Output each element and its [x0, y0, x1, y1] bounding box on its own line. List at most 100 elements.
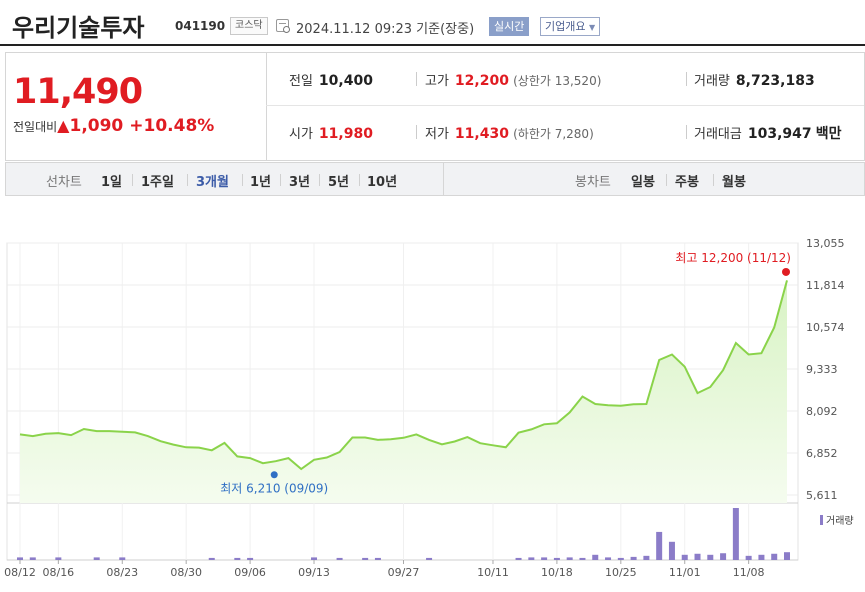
volume-bar — [362, 557, 369, 560]
volume-bar — [694, 553, 701, 560]
chart-tabs: 선차트 1일 1주일 3개월 1년 3년 5년 10년 봉차트 일봉 주봉 월봉 — [5, 162, 865, 196]
change-label: 전일대비 — [13, 120, 58, 134]
volume-bar — [656, 531, 663, 560]
x-tick-label: 08/30 — [170, 566, 202, 579]
volume-bar — [553, 557, 560, 560]
x-tick-label: 10/11 — [477, 566, 509, 579]
volume-bar — [668, 541, 675, 560]
y-tick-label: 9,333 — [806, 363, 838, 376]
x-tick-label: 10/18 — [541, 566, 573, 579]
volume-bar — [579, 557, 586, 560]
volume-bar — [771, 553, 778, 560]
high-price: 고가 12,200 (상한가 13,520) — [425, 73, 602, 89]
volume-bar — [29, 557, 36, 560]
max-price-marker — [782, 267, 790, 276]
volume-bar — [374, 557, 381, 560]
volume-bar — [681, 554, 688, 560]
candle-chart-label: 봉차트 — [575, 175, 611, 190]
lower-limit: (하한가 7,280) — [513, 127, 594, 141]
y-tick-label: 10,574 — [806, 321, 845, 334]
quote-panel: 11,490 전일대비▲1,090 +10.48% 전일 10,400 고가 12,2… — [5, 52, 865, 161]
volume-bar — [784, 552, 790, 560]
tab-period-1d[interactable]: 1일 — [101, 175, 123, 190]
calendar-clock-icon — [276, 19, 290, 33]
line-chart-label: 선차트 — [46, 175, 82, 190]
price-area — [20, 280, 787, 503]
volume-bar — [528, 557, 535, 560]
stock-header: 우리기술투자 041190 코스닥 2024.11.12 09:23 기준(장중… — [0, 0, 865, 46]
volume-bar — [119, 557, 126, 560]
max-price-label: 최고 12,200 (11/12) — [675, 251, 791, 265]
x-tick-label: 11/08 — [733, 566, 765, 579]
y-tick-label: 13,055 — [806, 237, 845, 250]
volume-bar — [55, 557, 62, 560]
tab-candle-weekly[interactable]: 주봉 — [675, 175, 699, 190]
x-tick-label: 11/01 — [669, 566, 701, 579]
volume-bar — [707, 554, 714, 560]
volume-bar — [234, 557, 241, 560]
tab-period-5y[interactable]: 5년 — [328, 175, 350, 190]
volume-bar — [720, 553, 727, 560]
price-chart: 최고 12,200 (11/12) 최저 6,210 (09/09) 13,055… — [4, 237, 854, 579]
x-tick-label: 09/27 — [388, 566, 420, 579]
volume-bar — [643, 555, 650, 560]
volume: 거래량 8,723,183 — [694, 73, 815, 89]
x-tick-label: 09/06 — [234, 566, 266, 579]
tab-candle-daily[interactable]: 일봉 — [631, 175, 655, 190]
change-percent: +10.48% — [129, 116, 215, 136]
x-tick-label: 08/23 — [106, 566, 138, 579]
quote-datetime: 2024.11.12 09:23 기준(장중) — [296, 22, 475, 37]
realtime-button[interactable]: 실시간 — [489, 17, 530, 36]
tab-candle-monthly[interactable]: 월봉 — [722, 175, 746, 190]
y-tick-label: 5,611 — [806, 489, 838, 502]
volume-bar — [566, 557, 573, 560]
volume-legend-label: 거래량 — [826, 515, 854, 527]
y-tick-label: 8,092 — [806, 405, 838, 418]
market-badge: 코스닥 — [230, 17, 268, 35]
price-change: 전일대비▲1,090 +10.48% — [13, 116, 214, 136]
dropdown-arrow-icon: ▼ — [588, 23, 596, 32]
volume-bar — [541, 557, 548, 560]
prev-close: 전일 10,400 — [289, 73, 373, 89]
y-tick-label: 6,852 — [806, 447, 838, 460]
trade-amount: 거래대금 103,947 백만 — [694, 126, 842, 142]
volume-bar — [208, 557, 215, 560]
min-price-marker — [270, 471, 278, 479]
tab-period-1y[interactable]: 1년 — [250, 175, 272, 190]
volume-bar — [515, 557, 522, 560]
x-tick-label: 08/16 — [42, 566, 74, 579]
stock-name: 우리기술투자 — [12, 14, 145, 42]
up-arrow-icon: ▲ — [57, 116, 70, 135]
volume-bar — [17, 557, 23, 560]
tab-period-3y[interactable]: 3년 — [289, 175, 311, 190]
x-tick-label: 09/13 — [298, 566, 330, 579]
volume-bar — [617, 557, 624, 560]
low-price: 저가 11,430 (하한가 7,280) — [425, 126, 594, 142]
min-price-label: 최저 6,210 (09/09) — [220, 482, 328, 496]
change-value: 1,090 — [69, 116, 124, 136]
volume-bar — [336, 557, 343, 560]
volume-bar — [732, 508, 739, 560]
current-price: 11,490 — [13, 72, 143, 112]
tab-period-10y[interactable]: 10년 — [367, 175, 398, 190]
stock-code: 041190 — [175, 19, 226, 33]
volume-bar — [592, 554, 599, 560]
volume-bar — [630, 556, 637, 560]
open-price: 시가 11,980 — [289, 126, 373, 142]
volume-bar — [93, 557, 100, 560]
volume-bar — [311, 557, 318, 560]
tab-period-1w[interactable]: 1주일 — [141, 175, 174, 190]
company-overview-dropdown[interactable]: 기업개요 ▼ — [540, 17, 601, 36]
volume-bar — [247, 557, 254, 560]
tab-period-3m[interactable]: 3개월 — [196, 175, 229, 190]
volume-bar — [605, 557, 612, 560]
volume-bar — [758, 554, 765, 560]
x-tick-label: 10/25 — [605, 566, 637, 579]
price-line — [19, 280, 788, 471]
upper-limit: (상한가 13,520) — [513, 74, 602, 88]
y-tick-label: 11,814 — [806, 279, 845, 292]
volume-bar — [745, 555, 752, 560]
x-tick-label: 08/12 — [4, 566, 36, 579]
volume-legend-swatch — [820, 515, 823, 525]
volume-bar — [426, 557, 433, 560]
